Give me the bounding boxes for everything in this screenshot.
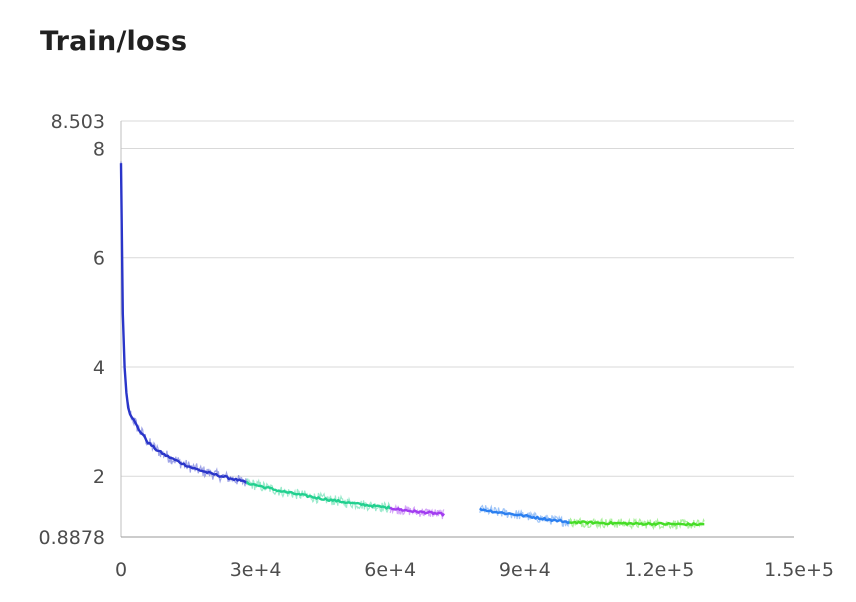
y-tick-label: 4	[93, 357, 105, 379]
x-tick-label: 3e+4	[230, 559, 282, 581]
y-tick-label: 8.503	[51, 111, 105, 133]
y-tick-label: 0.8878	[39, 527, 105, 549]
y-tick-label: 8	[93, 138, 105, 160]
x-tick-label: 1.2e+5	[624, 559, 694, 581]
series-1-smoothed-line	[245, 480, 392, 510]
series-0-smoothed-line	[119, 163, 248, 484]
series-3-smoothed-line	[479, 507, 571, 525]
series-lines	[119, 161, 705, 531]
x-tick-label: 9e+4	[499, 559, 551, 581]
y-tick-label: 6	[93, 248, 105, 270]
x-tick-label: 1.5e+5	[764, 559, 834, 581]
x-tick-labels: 0 3e+4 6e+4 9e+4 1.2e+5 1.5e+5	[115, 559, 834, 581]
y-tick-label: 2	[93, 466, 105, 488]
series-4-smoothed-line	[569, 520, 705, 527]
series-2-smoothed-line	[389, 506, 445, 517]
y-tick-labels: 0.8878 2 4 6 8 8.503	[39, 111, 105, 549]
chart-title: Train/loss	[40, 26, 188, 57]
x-tick-label: 0	[115, 559, 127, 581]
series-0-raw-line	[120, 161, 248, 487]
x-tick-label: 6e+4	[364, 559, 416, 581]
